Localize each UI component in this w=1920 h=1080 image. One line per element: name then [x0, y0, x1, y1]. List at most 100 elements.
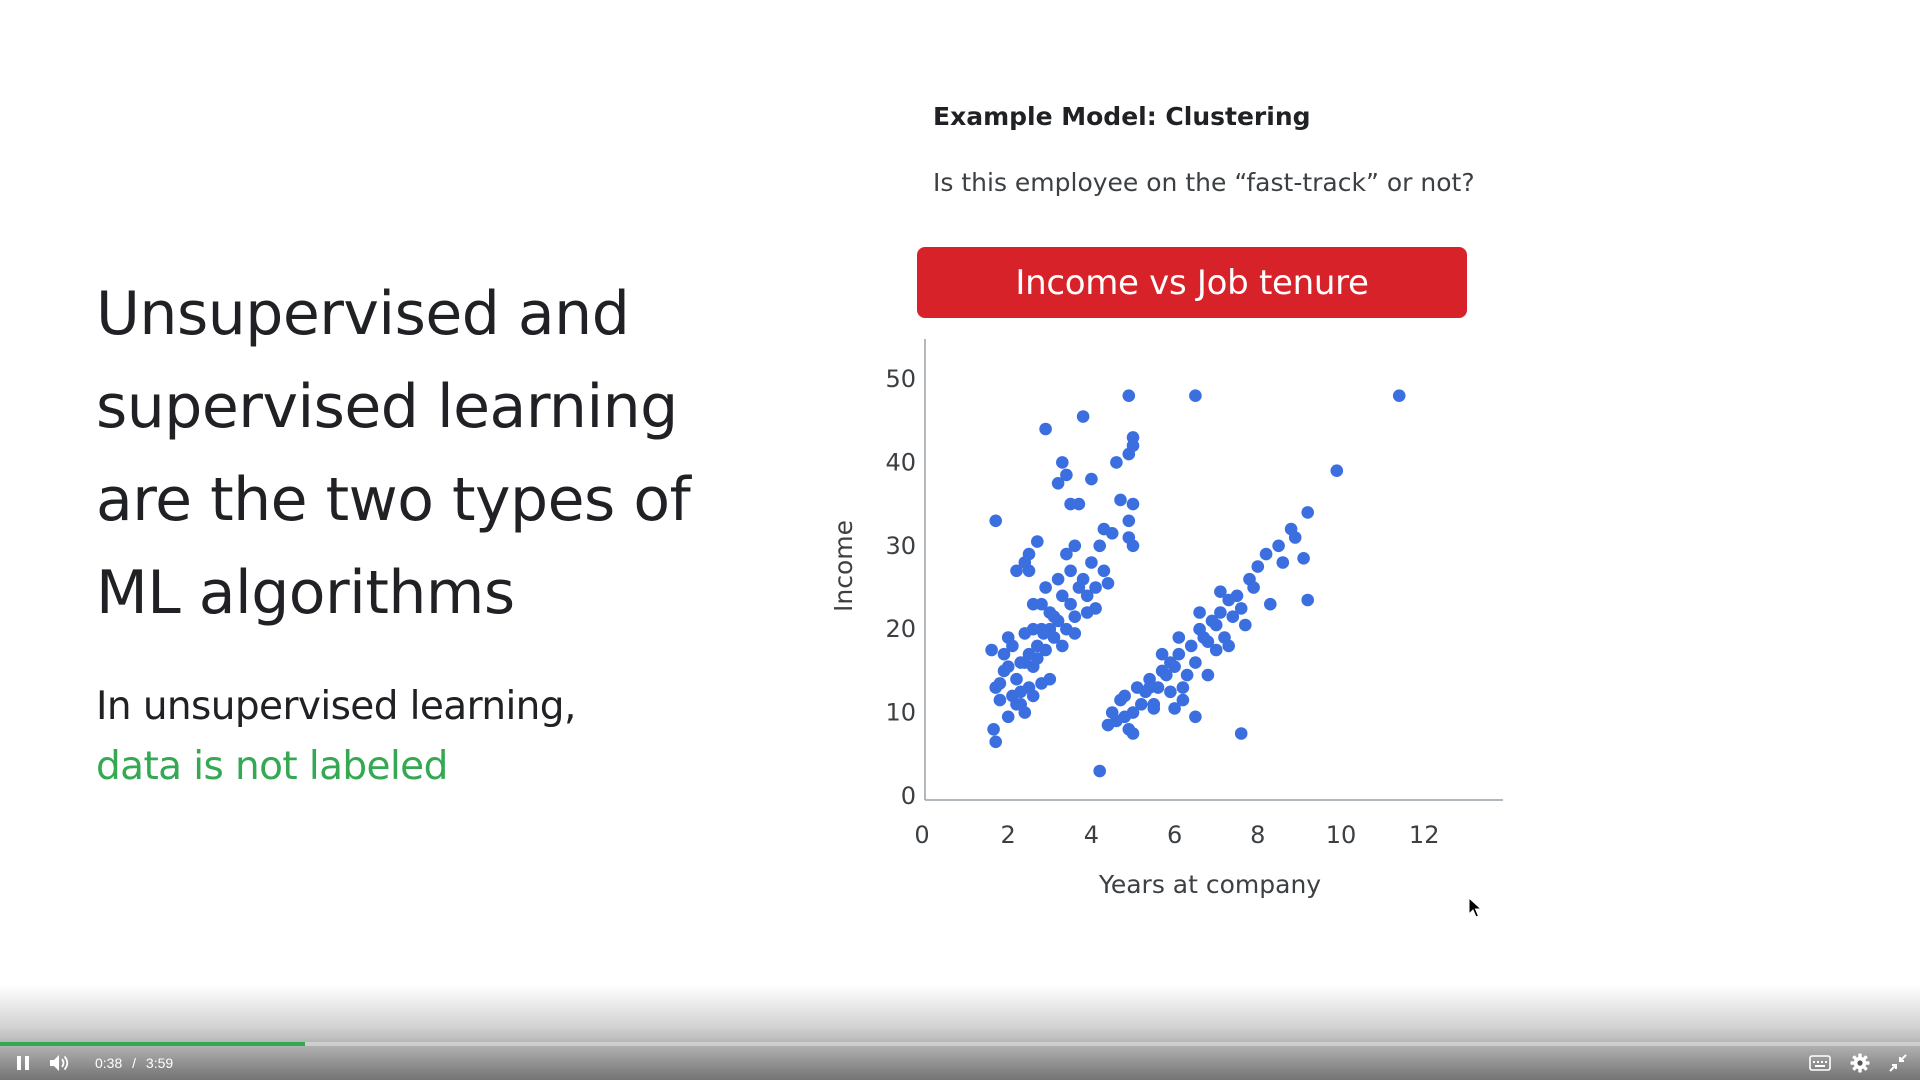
scatter-point	[1189, 710, 1202, 724]
scatter-point	[1164, 656, 1177, 669]
scatter-point	[987, 723, 1000, 736]
settings-button[interactable]	[1846, 1050, 1874, 1076]
scatter-point	[1172, 647, 1186, 661]
scatter-point	[1243, 572, 1256, 586]
slide-subtext: In unsupervised learning,	[96, 684, 576, 729]
scatter-point	[1126, 706, 1140, 719]
settings-gear-icon	[1850, 1053, 1870, 1073]
scatter-point	[1105, 527, 1119, 540]
scatter-point	[1172, 631, 1186, 644]
scatter-point	[1139, 685, 1152, 699]
scatter-point	[1093, 539, 1106, 553]
scatter-point	[1276, 556, 1290, 569]
captions-button[interactable]	[1806, 1051, 1834, 1075]
scatter-point	[1164, 685, 1177, 699]
scatter-point	[1076, 410, 1090, 423]
y-tick-label: 10	[885, 699, 916, 727]
scatter-point	[1080, 606, 1094, 619]
scatter-point	[1272, 539, 1285, 553]
scatter-point	[1110, 456, 1123, 469]
x-tick-label: 2	[1001, 821, 1016, 849]
scatter-point	[1022, 547, 1036, 561]
scatter-point	[1193, 606, 1206, 619]
x-tick-label: 8	[1250, 821, 1265, 849]
scatter-point	[1122, 389, 1136, 403]
scatter-point	[1122, 723, 1136, 736]
scatter-point	[1189, 656, 1202, 669]
scatter-point	[1189, 389, 1202, 403]
captions-icon	[1809, 1055, 1831, 1071]
scatter-point	[1072, 497, 1086, 511]
progress-bar[interactable]	[0, 1042, 1920, 1046]
scatter-point	[1155, 647, 1169, 661]
scatter-point	[1247, 581, 1260, 594]
scatter-point	[1288, 531, 1302, 544]
scatter-point	[1018, 656, 1032, 669]
scatter-point	[1297, 552, 1310, 565]
scatter-point	[1060, 622, 1073, 636]
scatter-point	[1193, 622, 1206, 636]
exit-fullscreen-icon	[1889, 1054, 1907, 1072]
y-tick-label: 20	[885, 615, 916, 643]
scatter-point	[1126, 727, 1140, 740]
mouse-cursor-icon	[1468, 897, 1482, 918]
scatter-point	[1014, 685, 1027, 699]
scatter-point	[1114, 693, 1127, 707]
scatter-point	[1010, 698, 1023, 711]
scatter-point	[1031, 639, 1044, 653]
example-question: Is this employee on the “fast-track” or …	[933, 168, 1475, 197]
scatter-point	[1218, 631, 1231, 644]
scatter-point	[1035, 677, 1048, 690]
progress-bar-played	[0, 1042, 306, 1046]
scatter-point	[1018, 627, 1032, 640]
scatter-point	[1214, 585, 1227, 598]
scatter-point	[985, 643, 998, 657]
scatter-point	[1118, 710, 1131, 724]
scatter-point	[1068, 610, 1082, 623]
scatter-point	[1105, 706, 1119, 719]
scatter-point	[1039, 643, 1052, 657]
scatter-point	[1051, 614, 1065, 628]
y-tick-label: 40	[885, 448, 916, 476]
scatter-point	[1118, 689, 1131, 703]
scatter-point	[993, 677, 1007, 690]
scatter-point	[1184, 639, 1198, 653]
scatter-point	[1143, 681, 1156, 694]
scatter-point	[1330, 464, 1344, 478]
volume-button[interactable]	[46, 1051, 74, 1075]
scatter-point	[1014, 698, 1027, 711]
scatter-point	[1001, 660, 1015, 673]
exit-fullscreen-button[interactable]	[1884, 1050, 1912, 1076]
scatter-point	[1026, 597, 1040, 611]
scatter-point	[1031, 652, 1044, 665]
scatter-point	[1085, 556, 1098, 569]
scatter-point	[1239, 618, 1252, 632]
scatter-point	[1006, 639, 1019, 653]
scatter-point	[1022, 647, 1036, 661]
scatter-point	[1201, 635, 1215, 648]
scatter-point	[1259, 547, 1273, 561]
scatter-point	[1047, 631, 1061, 644]
scatter-point	[1051, 572, 1065, 586]
scatter-point	[1068, 627, 1082, 640]
pause-icon	[17, 1056, 29, 1070]
pause-button[interactable]	[10, 1052, 36, 1074]
scatter-point	[1060, 547, 1073, 561]
scatter-point	[1176, 681, 1190, 694]
scatter-point	[1230, 589, 1244, 603]
scatter-point	[1047, 610, 1061, 623]
scatter-point	[1076, 572, 1090, 586]
volume-icon	[50, 1055, 69, 1071]
scatter-point	[1035, 597, 1048, 611]
scatter-point	[1089, 602, 1102, 615]
duration: 3:59	[145, 1055, 174, 1071]
scatter-point	[1001, 631, 1015, 644]
scatter-point	[1051, 477, 1065, 490]
video-player-controls	[0, 985, 1920, 1080]
x-tick-label: 4	[1084, 821, 1099, 849]
scatter-point	[1110, 714, 1123, 728]
time-separator: /	[132, 1055, 137, 1071]
x-tick-label: 12	[1409, 821, 1440, 849]
scatter-point	[1039, 422, 1052, 436]
